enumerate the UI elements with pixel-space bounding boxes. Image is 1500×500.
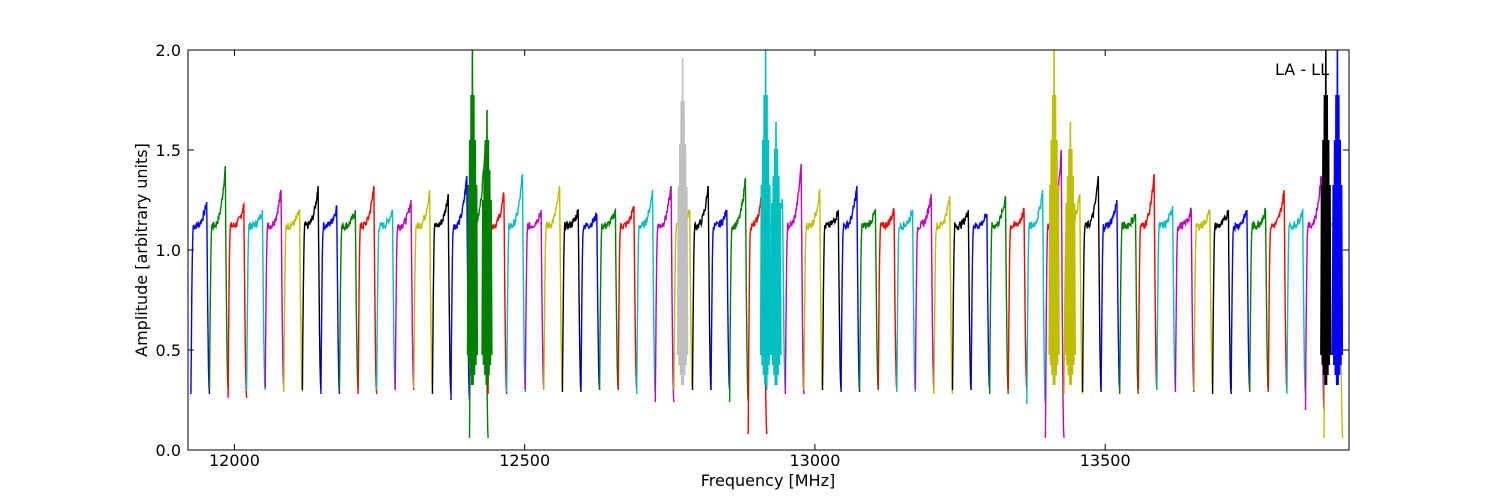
series-line-channel-53 — [1156, 205, 1177, 391]
x-tick-label: 13500 — [1080, 451, 1131, 470]
series-line-channel-35 — [821, 209, 842, 391]
series-line-channel-49 — [1081, 175, 1102, 393]
y-axis-label: Amplitude [arbitrary units] — [132, 143, 151, 357]
spike-7 — [1064, 121, 1076, 386]
x-tick-label: 12500 — [499, 451, 550, 470]
spike-5 — [770, 121, 782, 386]
y-tick-label: 0.0 — [156, 441, 181, 460]
series-line-channel-13 — [413, 189, 434, 389]
series-line-channel-34 — [803, 187, 824, 391]
series-line-channel-33 — [784, 163, 805, 395]
series-line-channel-38 — [877, 208, 898, 391]
series-line-channel-3 — [227, 201, 248, 399]
series-line-channel-22 — [580, 212, 601, 391]
spike-9 — [1331, 50, 1344, 386]
y-tick-label: 1.0 — [156, 241, 181, 260]
series-line-channel-30 — [728, 177, 749, 403]
series-line-channel-23 — [598, 207, 619, 391]
series-line-channel-4 — [245, 209, 266, 391]
series-line-channel-29 — [710, 209, 731, 391]
series-line-channel-59 — [1267, 189, 1288, 391]
series-line-channel-6 — [283, 209, 304, 393]
tick-layer: 12000 12500 13000 13500 0.0 0.5 1.0 1.5 2.0 — [156, 41, 1349, 470]
spike-layer — [466, 50, 1344, 386]
series-line-channel-18 — [506, 173, 526, 393]
series-line-channel-21 — [561, 208, 582, 393]
series-line-channel-15 — [450, 175, 471, 401]
series-line-channel-12 — [394, 199, 415, 391]
series-line-channel-36 — [840, 185, 861, 393]
spike-3 — [676, 57, 689, 386]
series-line-channel-5 — [264, 189, 285, 389]
series-line-channel-19 — [524, 209, 545, 391]
series-line-channel-54 — [1174, 207, 1195, 393]
spike-6 — [1048, 50, 1060, 386]
series-line-channel-11 — [376, 209, 396, 391]
series-line-channel-50 — [1100, 199, 1121, 391]
series-line-channel-60 — [1286, 207, 1307, 395]
series-line-channel-1 — [190, 201, 211, 395]
series-line-channel-61 — [1304, 175, 1325, 411]
series-line-channel-45 — [1007, 207, 1028, 391]
series-line-channel-51 — [1118, 213, 1139, 395]
series-line-channel-39 — [896, 209, 917, 393]
series-line-channel-57 — [1230, 209, 1251, 391]
spike-8 — [1320, 50, 1332, 386]
series-line-channel-44 — [989, 195, 1009, 395]
series-line-channel-2 — [208, 165, 229, 391]
series-line-channel-24 — [617, 205, 638, 391]
series-line-channel-26 — [654, 185, 675, 403]
series-line-channel-20 — [543, 185, 564, 391]
series-line-channel-52 — [1137, 173, 1158, 391]
series-layer — [190, 139, 1344, 439]
series-line-channel-42 — [951, 209, 972, 391]
series-line-channel-43 — [970, 212, 991, 391]
x-tick-label: 12000 — [209, 451, 260, 470]
series-line-channel-7 — [301, 185, 322, 391]
x-tick-label: 13000 — [789, 451, 840, 470]
series-line-channel-25 — [636, 189, 656, 395]
spike-1 — [466, 50, 479, 386]
series-line-channel-58 — [1248, 207, 1269, 393]
series-line-channel-10 — [357, 185, 378, 395]
series-line-channel-9 — [338, 209, 359, 391]
channel-annotation: LA - LL — [1275, 60, 1329, 79]
series-line-channel-41 — [933, 195, 954, 395]
series-line-channel-56 — [1211, 209, 1232, 395]
y-tick-label: 0.5 — [156, 341, 181, 360]
spike-2 — [481, 109, 493, 386]
series-line-channel-40 — [914, 193, 935, 391]
spike-4 — [759, 50, 772, 386]
series-line-channel-55 — [1193, 209, 1214, 391]
y-tick-label: 1.5 — [156, 141, 181, 160]
y-tick-label: 2.0 — [156, 41, 181, 60]
series-line-channel-14 — [431, 193, 452, 395]
series-line-channel-28 — [691, 185, 712, 391]
x-axis-label: Frequency [MHz] — [701, 471, 835, 490]
series-line-channel-8 — [320, 205, 341, 395]
series-line-channel-46 — [1026, 189, 1047, 405]
series-line-channel-37 — [858, 208, 879, 391]
